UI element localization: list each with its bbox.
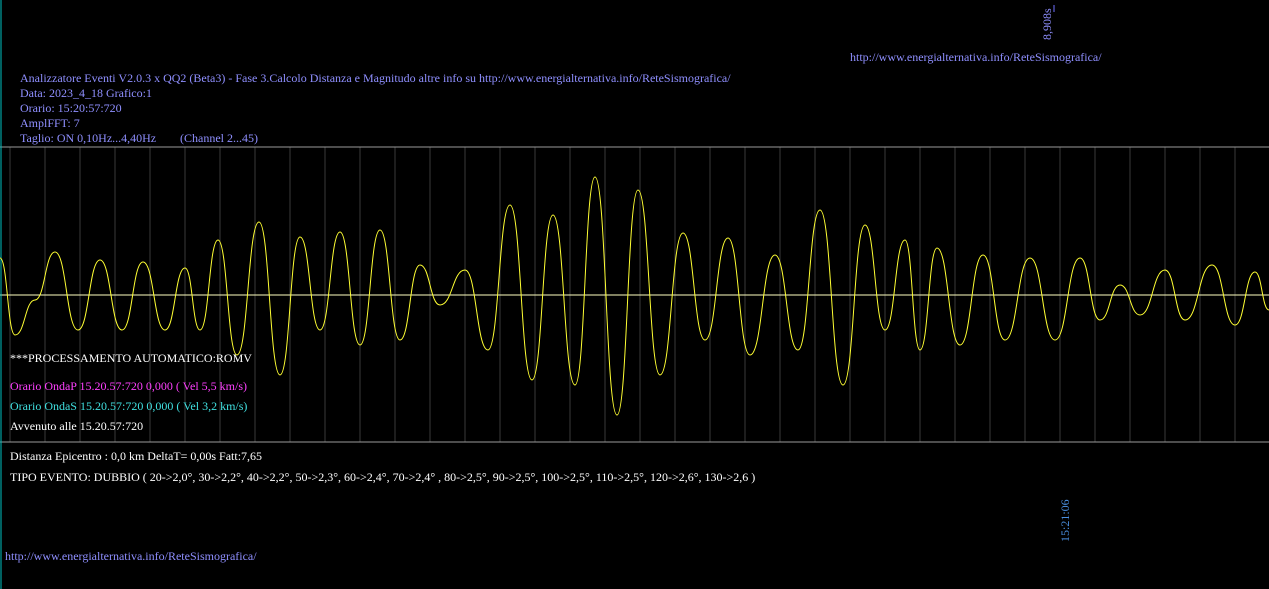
- wave-s: Orario OndaS 15.20.57:720 0,000 ( Vel 3,…: [10, 399, 247, 413]
- title: Analizzatore Eventi V2.0.3 x QQ2 (Beta3)…: [20, 71, 731, 85]
- channel: (Channel 2...45): [180, 131, 258, 145]
- scale-label: 8,908s: [1040, 8, 1054, 40]
- link[interactable]: http://www.energialternativa.info/ReteSi…: [5, 549, 257, 563]
- waveform: [0, 176, 1269, 416]
- date: Data: 2023_4_18 Grafico:1: [20, 86, 152, 100]
- distance: Distanza Epicentro : 0,0 km DeltaT= 0,00…: [10, 449, 262, 463]
- event-type: TIPO EVENTO: DUBBIO ( 20->2,0°, 30->2,2°…: [10, 470, 755, 484]
- filter: Taglio: ON 0,10Hz...4,40Hz: [20, 131, 156, 145]
- link[interactable]: http://www.energialternativa.info/ReteSi…: [850, 50, 1102, 64]
- wave-p: Orario OndaP 15.20.57:720 0,000 ( Vel 5,…: [10, 379, 247, 393]
- auto-processing: ***PROCESSAMENTO AUTOMATICO:ROMV: [10, 351, 252, 365]
- occurred: Avvenuto alle 15.20.57:720: [10, 419, 143, 433]
- ampl: AmplFFT: 7: [20, 116, 80, 130]
- time: Orario: 15:20:57:720: [20, 101, 122, 115]
- end-time: 15:21:06: [1058, 499, 1072, 542]
